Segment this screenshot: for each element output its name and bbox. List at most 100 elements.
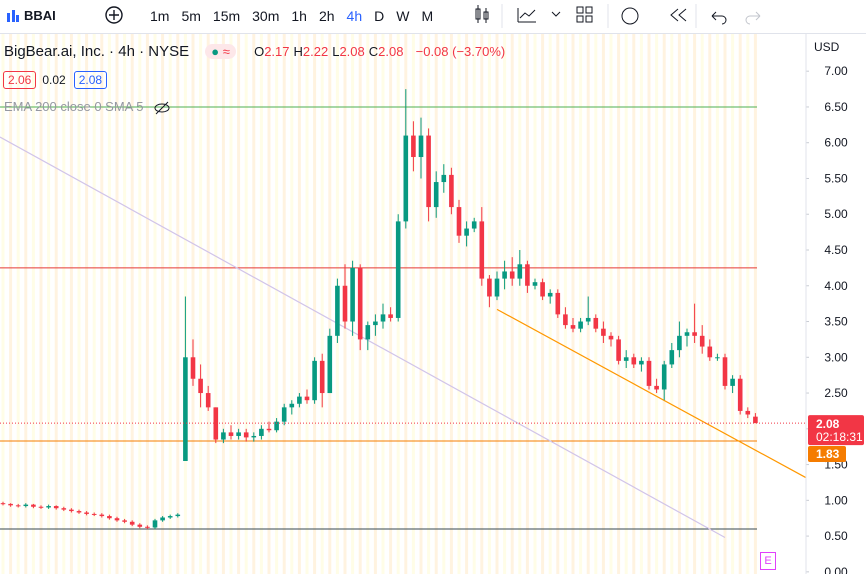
candle-body: [411, 135, 416, 158]
session-stripe: [145, 34, 149, 574]
badge: ≈: [222, 44, 230, 59]
candle-body: [418, 135, 424, 158]
interval[interactable]: 4h: [346, 8, 363, 24]
session-stripe: [753, 34, 757, 574]
layout-icon[interactable]: [576, 6, 593, 23]
interval[interactable]: 2h: [318, 8, 335, 24]
price-axis-bg: [806, 34, 866, 574]
candle-body: [342, 285, 348, 322]
interval[interactable]: 1h: [291, 8, 307, 24]
session-stripe: [480, 34, 484, 574]
candle-body: [8, 503, 13, 506]
session-stripe: [715, 34, 719, 574]
session-stripe: [503, 34, 507, 574]
candle-body: [730, 378, 735, 386]
symbol[interactable]: BBAI: [24, 8, 56, 23]
session-stripe: [639, 34, 643, 574]
candle-body: [114, 518, 120, 521]
candle-icon[interactable]: [475, 5, 489, 23]
candle-body: [380, 314, 386, 322]
y-tick-label: 7.00: [824, 64, 848, 78]
ohlc-label: C: [368, 44, 379, 59]
candle-body: [555, 292, 561, 315]
candle-body: [578, 321, 583, 329]
session-stripe: [609, 34, 613, 574]
y-tick-label: 6.00: [824, 136, 848, 150]
candle-body: [433, 182, 439, 208]
add-symbol[interactable]: [104, 5, 124, 25]
session-stripe: [130, 34, 134, 574]
indicator-text: EMA 200 close 0 SMA 5: [4, 99, 144, 114]
candle-body: [593, 317, 599, 329]
session-stripe: [594, 34, 598, 574]
candle-body: [160, 517, 165, 521]
session-stripe: [601, 34, 605, 574]
session-stripe: [465, 34, 469, 574]
candle-body: [753, 416, 758, 424]
indicators-icon[interactable]: [517, 8, 536, 23]
session-stripe: [449, 34, 453, 574]
candle-body: [289, 403, 295, 408]
session-stripe: [708, 34, 712, 574]
interval[interactable]: 5m: [181, 8, 201, 24]
ask[interactable]: 2.08: [73, 71, 108, 89]
candle-body: [350, 267, 355, 322]
y-tick-label: 5.50: [824, 171, 848, 185]
chart: 0.000.501.001.502.002.503.003.504.004.50…: [0, 34, 866, 579]
event-marker[interactable]: E: [760, 552, 776, 570]
session-stripe: [525, 34, 529, 574]
session-stripe: [411, 34, 415, 574]
candle-body: [715, 357, 720, 359]
candle-body: [669, 350, 675, 365]
interval[interactable]: 15m: [212, 8, 241, 24]
interval[interactable]: 30m: [252, 8, 280, 24]
bid[interactable]: 2.06: [3, 71, 37, 89]
interval[interactable]: W: [396, 8, 410, 24]
session-stripe: [662, 34, 666, 574]
candle-body: [699, 335, 705, 347]
session-stripe: [404, 34, 408, 574]
session-stripe: [161, 34, 165, 574]
y-tick-label: 0.00: [824, 565, 848, 574]
interval[interactable]: D: [374, 8, 385, 24]
session-stripe: [24, 34, 28, 574]
alert-icon[interactable]: [621, 7, 639, 25]
undo[interactable]: [711, 11, 727, 25]
session-stripe: [275, 34, 279, 574]
candle-body: [129, 521, 135, 525]
candle-body: [540, 282, 545, 297]
candle-body: [563, 314, 568, 326]
interval[interactable]: 1m: [150, 8, 170, 24]
redo[interactable]: [745, 11, 761, 25]
candle-body: [327, 335, 333, 394]
candle-body: [145, 526, 150, 528]
session-stripe: [723, 34, 727, 574]
candle-body: [737, 378, 743, 411]
candle-body: [692, 332, 697, 336]
session-stripe: [731, 34, 735, 574]
interval[interactable]: M: [421, 8, 434, 24]
session-stripe: [252, 34, 256, 574]
status-badge[interactable]: ● ≈: [205, 44, 236, 59]
session-stripe: [472, 34, 476, 574]
session-stripe: [571, 34, 575, 574]
currency[interactable]: USD: [814, 40, 840, 54]
session-stripe: [677, 34, 681, 574]
candle-body: [221, 432, 226, 440]
candle-body: [365, 325, 371, 340]
chart-pane: 0.000.501.001.502.002.503.003.504.004.50…: [0, 34, 866, 579]
candle-body: [167, 516, 173, 518]
session-stripe: [457, 34, 461, 574]
session-stripe: [518, 34, 522, 574]
session-stripe: [738, 34, 742, 574]
candle-body: [745, 410, 751, 415]
session-stripe: [647, 34, 651, 574]
trend-line: [496, 308, 806, 478]
candle-body: [395, 221, 401, 318]
session-stripe: [153, 34, 157, 574]
hide-icon[interactable]: [153, 101, 171, 115]
session-stripe: [373, 34, 377, 574]
ohlc: O2.17 H2.22 L2.08 C2.08: [254, 44, 407, 59]
replay-icon[interactable]: [670, 8, 687, 22]
session-stripe: [229, 34, 233, 574]
